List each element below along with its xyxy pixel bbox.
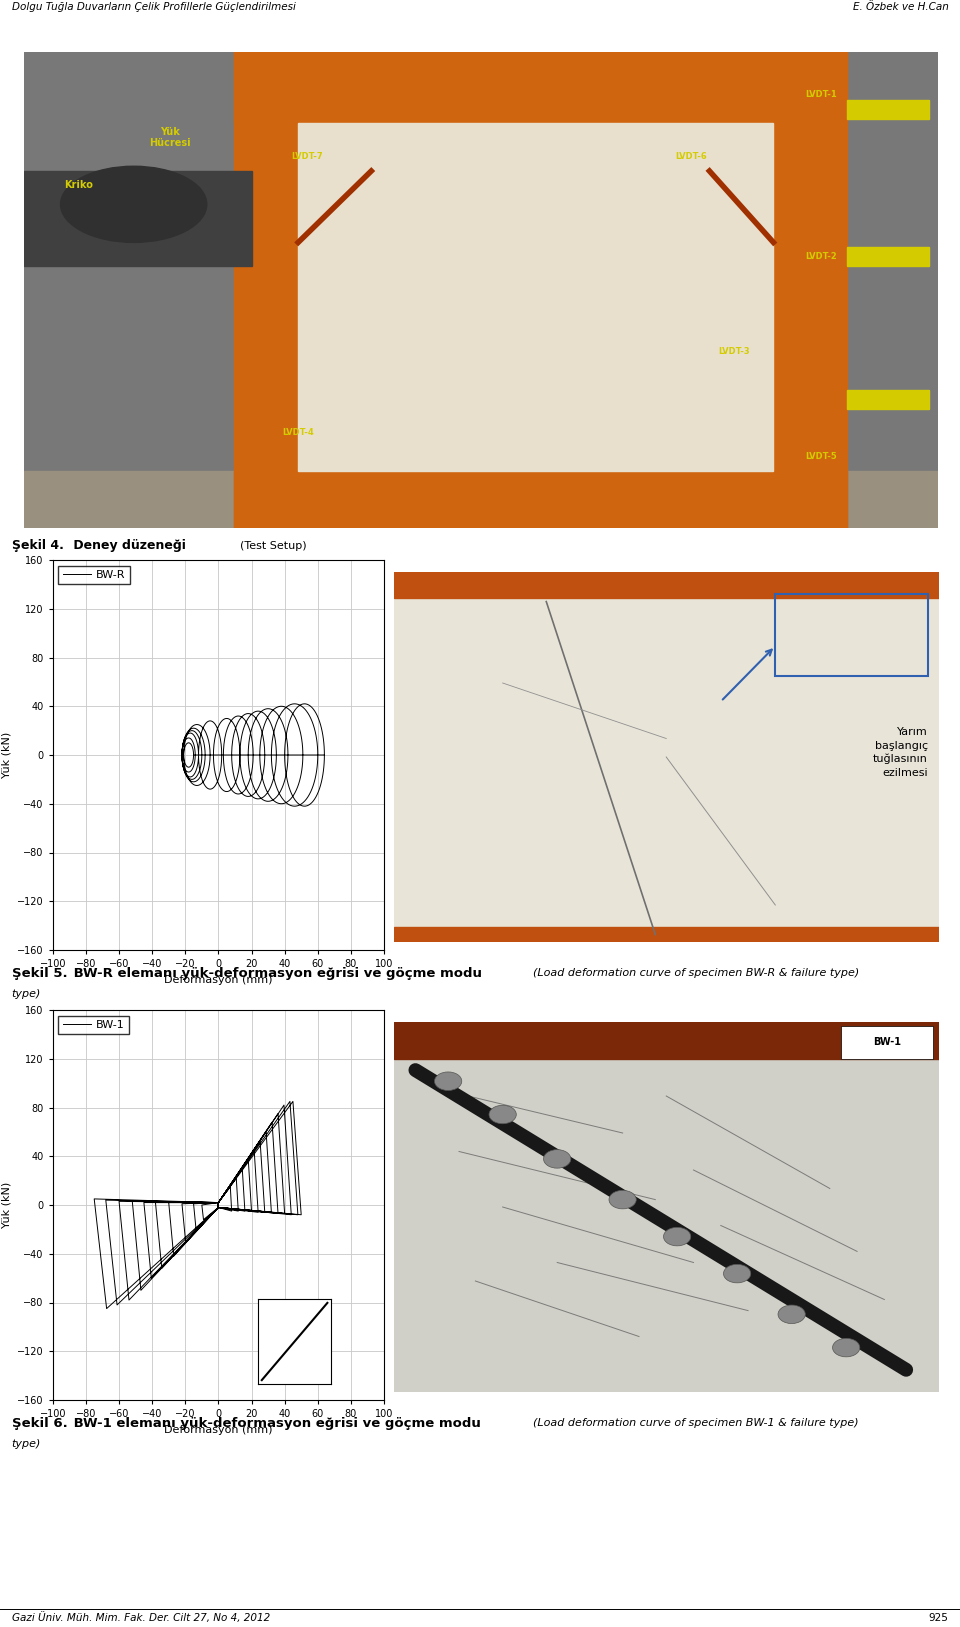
Text: Dolgu Tuğla Duvarların Çelik Profillerle Güçlendirilmesi: Dolgu Tuğla Duvarların Çelik Profillerle… bbox=[12, 2, 296, 11]
Text: Yarım
başlangıç
tuğlasının
ezilmesi: Yarım başlangıç tuğlasının ezilmesi bbox=[873, 727, 928, 778]
Bar bbox=[847, 99, 928, 119]
Text: Deney düzeneği: Deney düzeneği bbox=[69, 540, 190, 553]
Text: Şekil 5.: Şekil 5. bbox=[12, 968, 67, 981]
Circle shape bbox=[60, 166, 206, 242]
Text: Yük
Hücresi: Yük Hücresi bbox=[150, 127, 191, 148]
Circle shape bbox=[778, 1305, 805, 1323]
Text: LVDT-4: LVDT-4 bbox=[282, 428, 314, 438]
Bar bbox=[394, 1022, 939, 1059]
Bar bbox=[394, 573, 939, 597]
Bar bbox=[24, 470, 938, 529]
Bar bbox=[776, 594, 928, 675]
Text: (Test Setup): (Test Setup) bbox=[240, 542, 306, 552]
Y-axis label: Yük (kN): Yük (kN) bbox=[2, 732, 12, 778]
Circle shape bbox=[832, 1339, 860, 1357]
Y-axis label: Yük (kN): Yük (kN) bbox=[2, 1181, 12, 1228]
X-axis label: Deformasyon (mm): Deformasyon (mm) bbox=[164, 975, 273, 984]
Text: LVDT-5: LVDT-5 bbox=[805, 452, 837, 460]
Bar bbox=[234, 52, 847, 124]
Text: type): type) bbox=[12, 1438, 41, 1450]
Text: BW-R elemanı yük-deformasyon eğrisi ve göçme modu: BW-R elemanı yük-deformasyon eğrisi ve g… bbox=[69, 968, 487, 981]
Bar bbox=[394, 927, 939, 942]
Text: (Load deformation curve of specimen BW-1 & failure type): (Load deformation curve of specimen BW-1… bbox=[533, 1417, 858, 1427]
Circle shape bbox=[609, 1191, 636, 1209]
Text: BW-1: BW-1 bbox=[873, 1038, 901, 1048]
Text: BW-1 elemanı yük-deformasyon eğrisi ve göçme modu: BW-1 elemanı yük-deformasyon eğrisi ve g… bbox=[69, 1417, 486, 1430]
Circle shape bbox=[489, 1105, 516, 1124]
Bar bbox=[774, 52, 847, 529]
Text: 925: 925 bbox=[928, 1612, 948, 1624]
Text: Şekil 6.: Şekil 6. bbox=[12, 1417, 67, 1430]
Text: (Load deformation curve of specimen BW-R & failure type): (Load deformation curve of specimen BW-R… bbox=[533, 968, 859, 978]
Text: E. Özbek ve H.Can: E. Özbek ve H.Can bbox=[852, 2, 948, 11]
Text: type): type) bbox=[12, 989, 41, 999]
Bar bbox=[847, 247, 928, 267]
Circle shape bbox=[724, 1264, 751, 1282]
Text: LVDT-7: LVDT-7 bbox=[292, 153, 324, 161]
Bar bbox=[234, 52, 299, 529]
Text: LVDT-6: LVDT-6 bbox=[675, 153, 707, 161]
Text: Şekil 4.: Şekil 4. bbox=[12, 540, 63, 553]
Text: LVDT-1: LVDT-1 bbox=[805, 91, 837, 99]
Circle shape bbox=[435, 1072, 462, 1090]
Bar bbox=[847, 390, 928, 408]
Circle shape bbox=[543, 1150, 571, 1168]
Text: Gazi Üniv. Müh. Mim. Fak. Der. Cilt 27, No 4, 2012: Gazi Üniv. Müh. Mim. Fak. Der. Cilt 27, … bbox=[12, 1612, 270, 1624]
Bar bbox=[234, 470, 847, 529]
Bar bbox=[299, 124, 774, 470]
Bar bbox=[841, 1025, 933, 1059]
Text: LVDT-2: LVDT-2 bbox=[805, 252, 837, 262]
Legend: BW-1: BW-1 bbox=[59, 1015, 130, 1035]
Circle shape bbox=[663, 1227, 691, 1246]
X-axis label: Deformasyon (mm): Deformasyon (mm) bbox=[164, 1425, 273, 1435]
Text: LVDT-3: LVDT-3 bbox=[719, 348, 750, 356]
Legend: BW-R: BW-R bbox=[59, 566, 130, 584]
Bar bbox=[24, 171, 252, 267]
Text: Kriko: Kriko bbox=[64, 181, 93, 190]
